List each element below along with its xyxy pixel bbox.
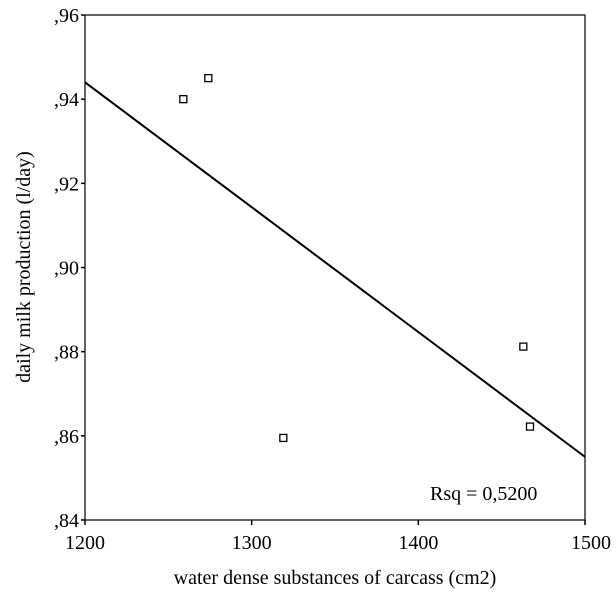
data-point bbox=[525, 422, 535, 431]
x-axis-title: water dense substances of carcass (cm2) bbox=[174, 567, 497, 589]
data-point bbox=[279, 433, 288, 443]
x-tick-label: 1400 bbox=[398, 532, 438, 554]
y-tick-label: ,84 bbox=[54, 510, 79, 532]
data-point bbox=[519, 342, 528, 351]
data-points bbox=[179, 73, 535, 443]
y-tick-label: ,88 bbox=[54, 342, 79, 364]
regression-line bbox=[84, 81, 586, 458]
x-tick-label: 1200 bbox=[65, 532, 105, 554]
rsq-annotation: Rsq = 0,5200 bbox=[430, 483, 537, 505]
y-tick-label: ,92 bbox=[54, 173, 79, 195]
y-axis: ,84 ,86 ,88 ,90 ,92 ,94 ,96 bbox=[54, 5, 85, 532]
data-point bbox=[179, 95, 188, 104]
regression-line-group bbox=[84, 81, 586, 458]
y-tick-label: ,90 bbox=[54, 258, 79, 280]
x-tick-label: 1500 bbox=[571, 532, 611, 554]
x-tick-label: 1300 bbox=[232, 532, 272, 554]
data-point bbox=[204, 73, 213, 83]
y-tick-label: ,86 bbox=[54, 426, 79, 448]
x-axis: 1200 1300 1400 1500 bbox=[65, 520, 611, 554]
y-axis-title: daily milk production (l/day) bbox=[13, 151, 35, 383]
plot-frame bbox=[84, 14, 586, 521]
y-tick-label: ,96 bbox=[54, 5, 79, 27]
y-tick-label: ,94 bbox=[54, 89, 79, 111]
